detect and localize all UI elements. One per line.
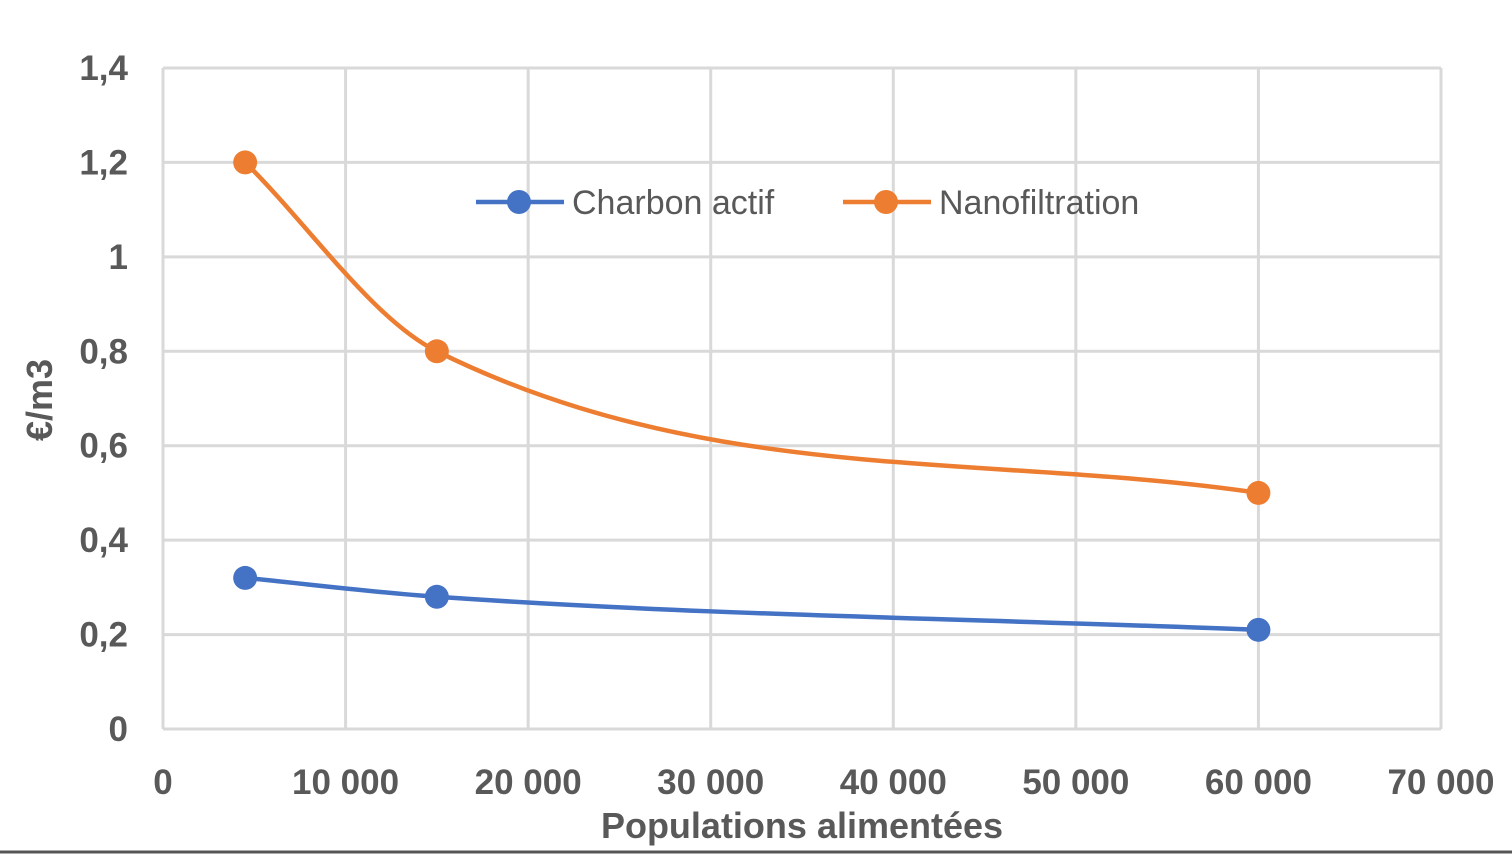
- series-1: [233, 150, 1271, 505]
- x-tick-label: 10 000: [292, 763, 399, 802]
- grid: [161, 66, 1443, 731]
- legend: Charbon actif Nanofiltration: [476, 184, 1139, 222]
- x-axis-ticks: 0 10 000 20 000 30 000 40 000 50 000 60 000 70 …: [153, 763, 1494, 802]
- data-point: [233, 150, 258, 175]
- y-tick-label: 0,4: [79, 521, 128, 560]
- series-line: [242, 575, 1261, 633]
- data-point: [424, 584, 449, 609]
- legend-item: Nanofiltration: [843, 184, 1139, 222]
- legend-marker: [507, 190, 531, 214]
- legend-label: Nanofiltration: [939, 184, 1139, 222]
- y-tick-label: 0: [109, 710, 128, 749]
- y-axis-title: €/m3: [19, 359, 60, 441]
- y-axis-ticks: 0 0,2 0,4 0,6 0,8 1 1,2 1,4: [79, 49, 128, 749]
- y-tick-label: 0,2: [79, 616, 128, 655]
- x-tick-label: 40 000: [840, 763, 947, 802]
- series-0: [233, 565, 1271, 642]
- data-point: [424, 339, 449, 364]
- data-point: [1246, 480, 1271, 505]
- x-tick-label: 70 000: [1387, 763, 1494, 802]
- data-point: [1246, 617, 1271, 642]
- legend-label: Charbon actif: [572, 184, 775, 222]
- y-tick-label: 1: [109, 238, 128, 277]
- x-tick-label: 50 000: [1022, 763, 1129, 802]
- x-tick-label: 0: [153, 763, 172, 802]
- y-tick-label: 1,2: [79, 143, 128, 182]
- series-layer: [233, 150, 1271, 642]
- x-tick-label: 20 000: [475, 763, 582, 802]
- x-axis-title: Populations alimentées: [601, 805, 1003, 846]
- x-tick-label: 60 000: [1205, 763, 1312, 802]
- x-tick-label: 30 000: [657, 763, 764, 802]
- y-tick-label: 0,6: [79, 427, 128, 466]
- series-line: [242, 160, 1261, 496]
- y-tick-label: 0,8: [79, 332, 128, 371]
- data-point: [233, 565, 258, 590]
- y-tick-label: 1,4: [79, 49, 128, 88]
- legend-marker: [874, 190, 898, 214]
- legend-item: Charbon actif: [476, 184, 775, 222]
